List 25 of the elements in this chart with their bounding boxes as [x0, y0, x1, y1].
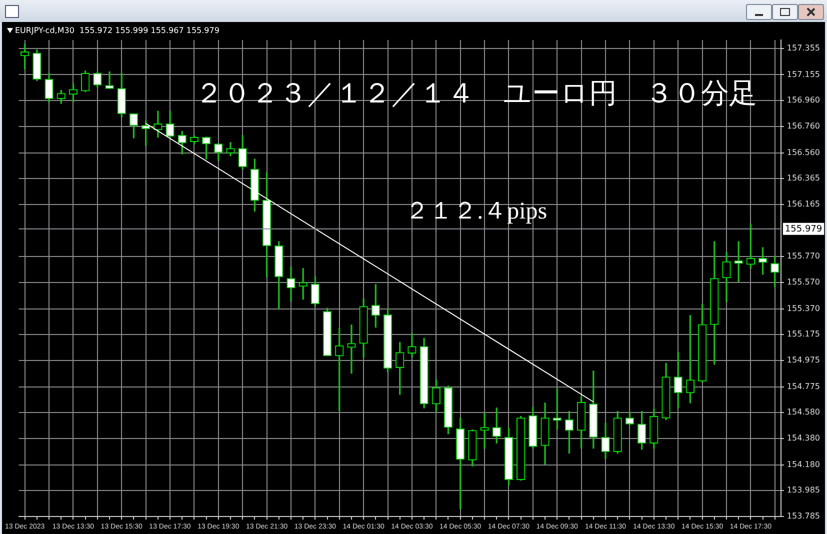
text: ２０２３／１２／１４ ユーロ円 ３０分足: [195, 78, 758, 110]
candlestick: [347, 324, 356, 374]
candlestick: [480, 412, 489, 449]
y-tick-label: 155.770: [786, 251, 820, 260]
candlestick: [105, 71, 114, 89]
y-tick-label: 154.380: [786, 434, 820, 443]
y-tick-label: 155.570: [786, 278, 820, 287]
y-tick-label: 156.960: [786, 95, 820, 104]
y-tick-label: 154.180: [786, 460, 820, 469]
y-tick-label: 154.975: [786, 356, 820, 365]
y-tick-label: 157.155: [786, 70, 820, 79]
y-tick-label: 155.175: [786, 329, 820, 338]
y-tick-label: 154.580: [786, 407, 820, 416]
annotation: ２１２.４pips: [405, 198, 548, 224]
ref-line-label: 155.979: [784, 224, 822, 234]
y-tick-label: 153.985: [786, 485, 820, 494]
y-tick-label: 156.365: [786, 173, 820, 182]
y-tick-label: 154.775: [786, 382, 820, 391]
y-tick-label: 157.355: [786, 44, 820, 53]
y-tick-label: 156.560: [786, 148, 820, 157]
chart-subtitle: EURJPY-cd,M30 155.972 155.999 155.967 155.979: [15, 26, 220, 36]
y-tick-label: 153.785: [786, 512, 820, 521]
y-tick-label: 156.165: [786, 200, 820, 209]
y-tick-label: 155.370: [786, 304, 820, 313]
y-tick-label: 156.760: [786, 122, 820, 131]
